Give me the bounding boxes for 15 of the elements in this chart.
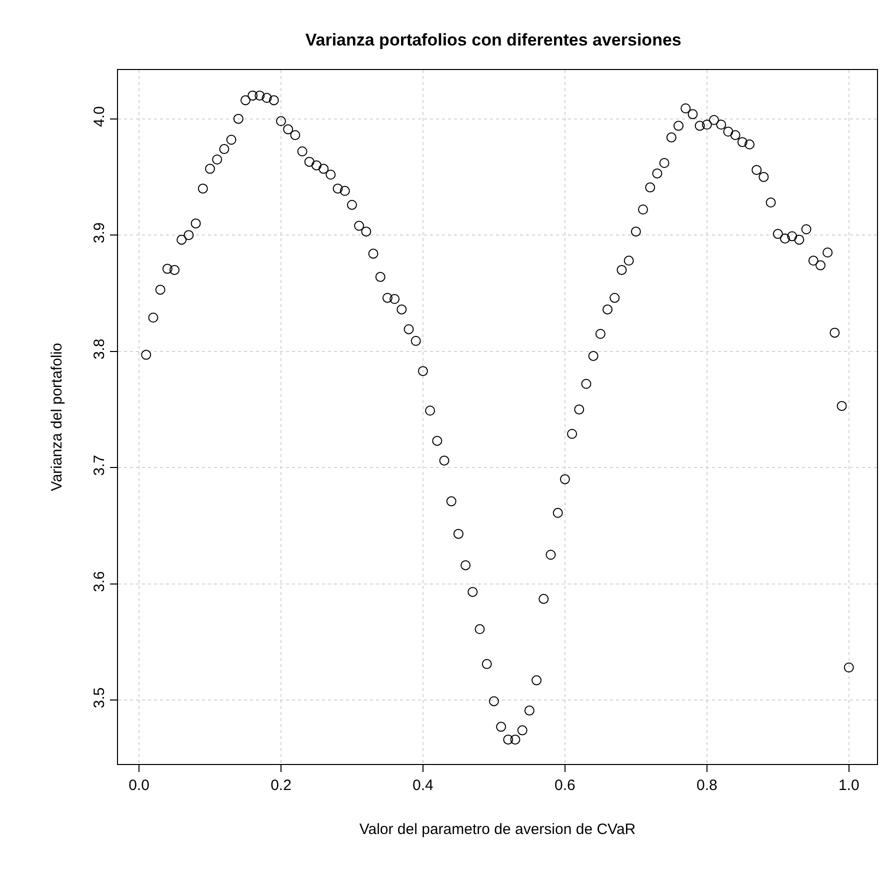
x-tick-label: 0.6 bbox=[554, 777, 576, 794]
y-axis-title: Varianza del portafolio bbox=[48, 342, 66, 492]
chart-title: Varianza portafolios con diferentes aversiones bbox=[305, 30, 682, 50]
x-tick-label: 1.0 bbox=[838, 777, 860, 794]
x-tick-label: 0.2 bbox=[270, 777, 292, 794]
y-tick-label: 3.5 bbox=[91, 687, 108, 708]
y-tick-label: 3.6 bbox=[91, 571, 108, 592]
y-tick-label: 3.7 bbox=[91, 454, 108, 476]
y-tick-label: 3.8 bbox=[91, 338, 108, 360]
y-tick-label: 3.9 bbox=[91, 222, 108, 244]
x-tick-label: 0.4 bbox=[412, 777, 434, 794]
x-tick-label: 0.0 bbox=[128, 777, 150, 794]
x-tick-label: 0.8 bbox=[696, 777, 718, 794]
y-tick-label: 4.0 bbox=[91, 106, 108, 127]
x-axis-title: Valor del parametro de aversion de CVaR bbox=[359, 821, 636, 838]
